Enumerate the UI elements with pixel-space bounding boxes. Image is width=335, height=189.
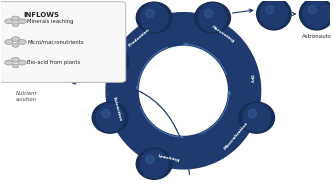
Ellipse shape <box>146 9 154 18</box>
Ellipse shape <box>303 0 331 28</box>
Ellipse shape <box>146 155 154 164</box>
Ellipse shape <box>140 4 168 32</box>
Ellipse shape <box>195 2 230 33</box>
Circle shape <box>18 60 26 65</box>
Ellipse shape <box>96 104 124 132</box>
Circle shape <box>18 19 26 24</box>
Circle shape <box>12 23 19 27</box>
Ellipse shape <box>248 109 257 118</box>
Ellipse shape <box>102 109 110 118</box>
Text: Nutrient
solution: Nutrient solution <box>15 91 37 101</box>
Text: Micro/macronutrients: Micro/macronutrients <box>27 40 84 44</box>
Ellipse shape <box>103 53 111 61</box>
Ellipse shape <box>299 0 334 30</box>
Circle shape <box>11 57 20 62</box>
Circle shape <box>11 37 20 42</box>
Ellipse shape <box>140 150 168 178</box>
Ellipse shape <box>136 2 172 33</box>
Ellipse shape <box>266 5 274 14</box>
Circle shape <box>18 40 26 44</box>
Ellipse shape <box>239 102 274 133</box>
FancyBboxPatch shape <box>0 2 126 82</box>
Circle shape <box>5 19 13 24</box>
Ellipse shape <box>308 5 317 14</box>
Ellipse shape <box>204 9 213 18</box>
Text: INFLOWS: INFLOWS <box>24 12 60 18</box>
Text: Production: Production <box>128 27 151 48</box>
PathPatch shape <box>106 12 261 170</box>
Ellipse shape <box>93 46 129 77</box>
Ellipse shape <box>243 104 271 132</box>
Circle shape <box>5 40 13 44</box>
Ellipse shape <box>97 47 125 75</box>
Text: Extraction: Extraction <box>112 96 122 122</box>
Text: Bio-acid from plants: Bio-acid from plants <box>27 60 80 65</box>
Text: Dry: Dry <box>248 74 254 83</box>
Text: Astronauts: Astronauts <box>302 34 332 39</box>
Circle shape <box>11 16 20 21</box>
Ellipse shape <box>199 4 226 32</box>
Ellipse shape <box>257 0 291 30</box>
Ellipse shape <box>260 0 288 28</box>
Text: Harvesting: Harvesting <box>210 24 235 43</box>
Ellipse shape <box>92 102 128 133</box>
Text: Mineralization: Mineralization <box>223 121 249 150</box>
Circle shape <box>12 43 19 47</box>
Circle shape <box>5 60 13 65</box>
Text: Minerals leaching: Minerals leaching <box>27 19 73 24</box>
Text: Leaching: Leaching <box>158 154 180 163</box>
Circle shape <box>12 64 19 68</box>
Ellipse shape <box>136 148 172 179</box>
